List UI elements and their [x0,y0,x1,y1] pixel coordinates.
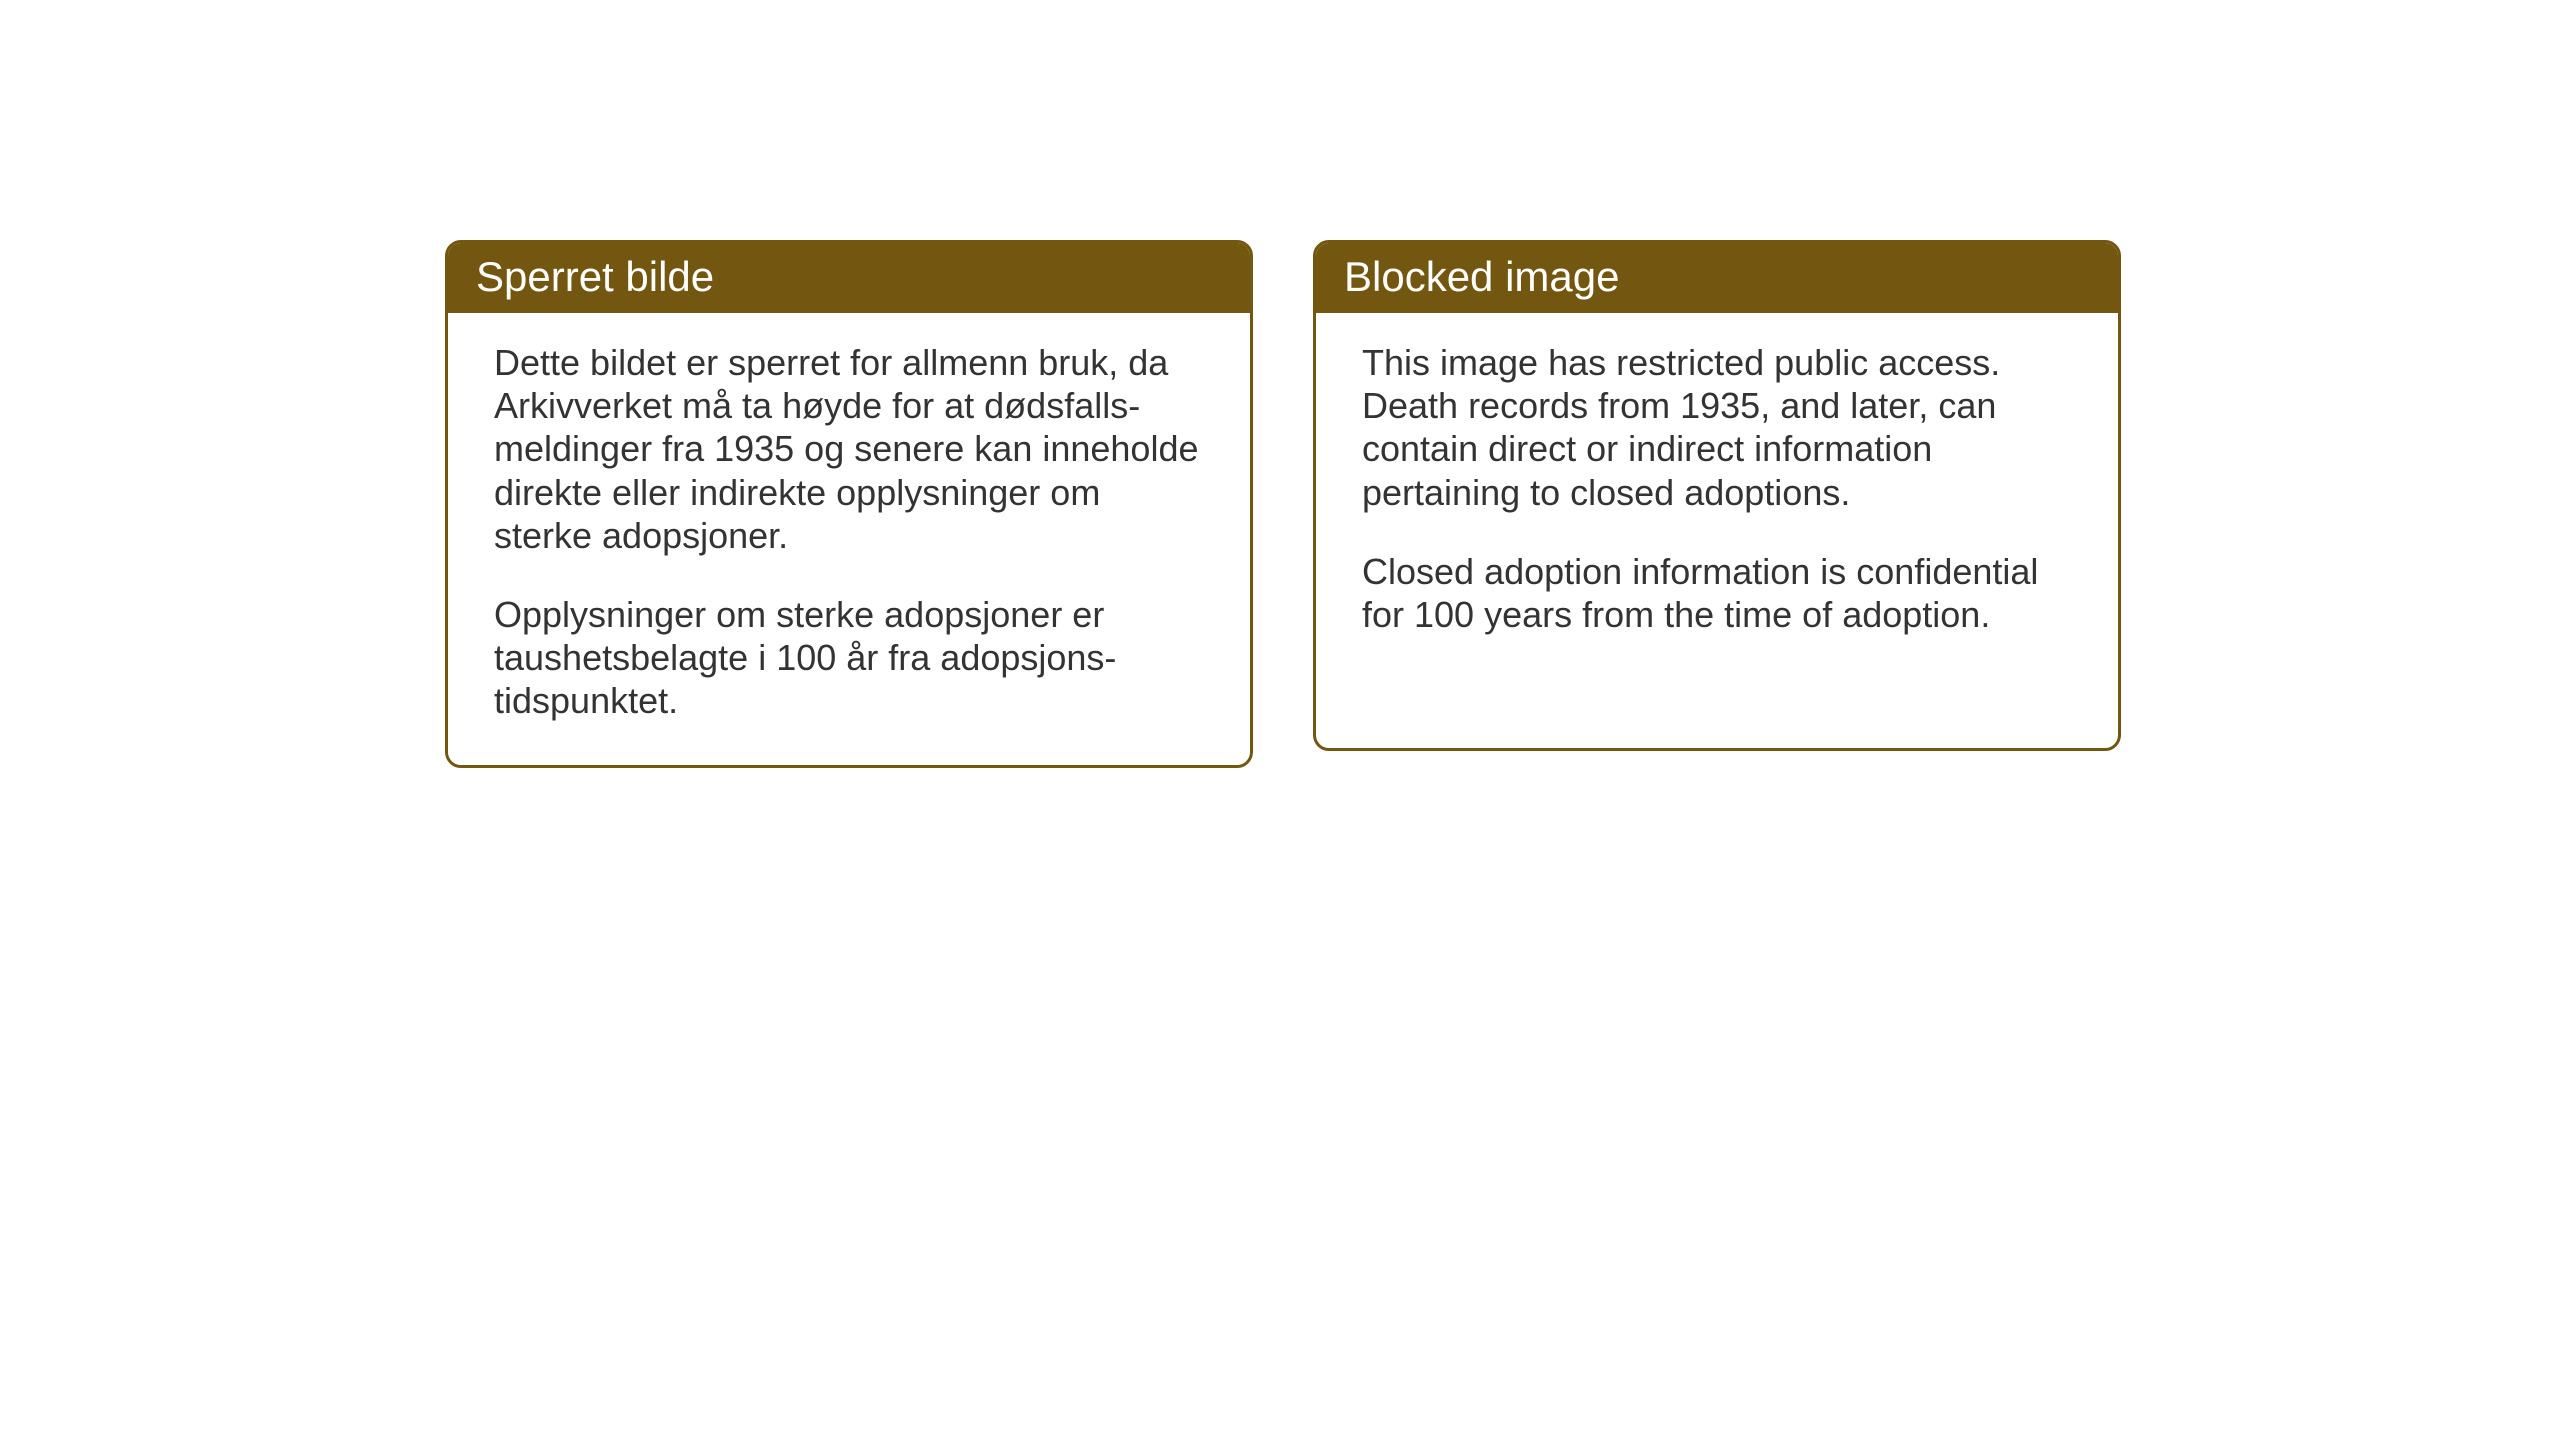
card-header-norwegian: Sperret bilde [448,243,1250,313]
paragraph-text: Dette bildet er sperret for allmenn bruk… [494,341,1204,557]
notice-card-norwegian: Sperret bilde Dette bildet er sperret fo… [445,240,1253,768]
notice-cards-container: Sperret bilde Dette bildet er sperret fo… [445,240,2121,768]
card-header-english: Blocked image [1316,243,2118,313]
paragraph-text: Opplysninger om sterke adopsjoner er tau… [494,593,1204,723]
card-body-english: This image has restricted public access.… [1316,313,2118,678]
paragraph-text: Closed adoption information is confident… [1362,550,2072,636]
paragraph-text: This image has restricted public access.… [1362,341,2072,514]
card-body-norwegian: Dette bildet er sperret for allmenn bruk… [448,313,1250,765]
notice-card-english: Blocked image This image has restricted … [1313,240,2121,751]
